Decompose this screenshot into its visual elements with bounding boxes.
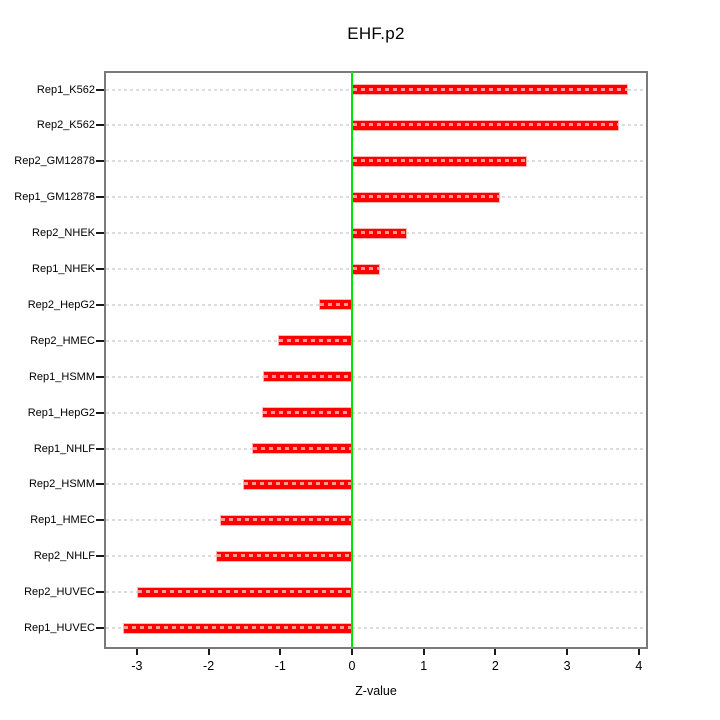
x-tick-label: 2	[491, 659, 499, 673]
y-axis-label: Rep1_HUVEC	[24, 622, 95, 634]
bar	[243, 478, 352, 490]
x-tick-label: 3	[563, 659, 571, 673]
y-axis-tick	[96, 555, 104, 558]
zero-reference-line	[351, 72, 353, 648]
bar-dash-pattern	[279, 338, 351, 342]
y-axis-tick	[96, 124, 104, 127]
x-tick-label: 1	[420, 659, 428, 673]
x-axis-tick	[351, 649, 353, 655]
bar	[352, 263, 380, 275]
x-tick-label: 4	[635, 659, 643, 673]
bar-dash-pattern	[353, 195, 499, 199]
bar	[352, 84, 629, 95]
x-axis-title: Z-value	[355, 684, 397, 698]
x-axis-tick	[207, 649, 210, 655]
y-axis-label: Rep2_HUVEC	[24, 586, 95, 599]
plot-area	[104, 71, 648, 649]
y-axis-label: Rep1_GM12878	[14, 191, 95, 204]
gridline	[106, 411, 646, 414]
x-tick-label: 0	[348, 659, 356, 673]
y-axis-label: Rep1_HSMM	[28, 370, 95, 383]
gridline	[106, 375, 646, 378]
y-axis-label: Rep1_NHEK	[32, 263, 95, 275]
y-axis-tick	[96, 411, 104, 414]
y-axis-label: Rep1_K562	[36, 83, 95, 96]
y-axis-tick	[96, 160, 104, 163]
y-axis-tick	[96, 627, 104, 629]
y-axis-tick	[96, 339, 104, 342]
x-tick-label: -1	[274, 659, 286, 673]
y-axis-tick	[96, 375, 104, 378]
bar-dash-pattern	[216, 554, 351, 558]
bar	[352, 191, 500, 203]
y-axis-label: Rep2_K562	[36, 119, 95, 132]
bar-dash-pattern	[264, 374, 351, 378]
y-axis-label: Rep1_NHLF	[33, 442, 95, 455]
bar-dash-pattern	[353, 231, 407, 235]
bar	[263, 371, 352, 383]
x-axis-tick	[135, 649, 138, 655]
bar	[136, 586, 352, 598]
x-axis-tick	[566, 649, 569, 655]
bar	[251, 443, 352, 454]
bar	[319, 299, 352, 311]
y-axis-tick	[96, 268, 104, 270]
bar	[352, 227, 408, 239]
y-axis-tick	[96, 232, 104, 235]
y-axis-tick	[96, 483, 104, 486]
bar-dash-pattern	[137, 590, 351, 594]
y-axis-tick	[96, 591, 104, 594]
bar-dash-pattern	[353, 87, 628, 91]
gridline	[106, 303, 646, 306]
x-axis-tick	[494, 649, 497, 655]
bar	[352, 119, 619, 131]
bar-dash-pattern	[353, 267, 379, 270]
bar	[220, 514, 352, 526]
x-axis-tick	[637, 649, 640, 655]
y-axis-tick	[96, 88, 104, 91]
x-axis-tick	[279, 649, 282, 655]
y-axis-label: Rep2_HSMM	[28, 478, 95, 491]
bar-dash-pattern	[124, 626, 351, 629]
y-axis-label: Rep2_NHLF	[33, 550, 95, 563]
gridline	[106, 339, 646, 342]
x-axis-tick	[422, 649, 425, 655]
y-axis-tick	[96, 196, 104, 199]
bar	[261, 407, 352, 419]
y-axis-label: Rep2_NHEK	[32, 227, 95, 240]
gridline	[106, 447, 646, 450]
bar-dash-pattern	[353, 159, 526, 163]
x-tick-label: -2	[203, 659, 215, 673]
bar	[123, 622, 352, 634]
y-axis-tick	[96, 303, 104, 306]
gridline	[106, 519, 646, 522]
y-axis-tick	[96, 519, 104, 522]
y-axis-label: Rep1_HMEC	[30, 514, 95, 527]
bar	[215, 550, 352, 562]
bar	[352, 155, 527, 167]
y-axis-tick	[96, 447, 104, 450]
gridline	[106, 591, 646, 594]
chart-title: EHF.p2	[347, 24, 405, 43]
bar-dash-pattern	[221, 518, 351, 522]
y-axis-label: Rep1_HepG2	[27, 406, 95, 419]
bar-dash-pattern	[353, 123, 618, 127]
bar-dash-pattern	[262, 410, 351, 414]
y-axis-label: Rep2_HepG2	[27, 298, 95, 311]
bar-dash-pattern	[320, 302, 351, 306]
y-axis-label: Rep2_GM12878	[14, 155, 95, 168]
gridline	[106, 555, 646, 558]
bar	[278, 335, 352, 347]
x-tick-label: -3	[131, 659, 143, 673]
gridline	[106, 483, 646, 486]
bar-dash-pattern	[244, 482, 351, 486]
bar-dash-pattern	[252, 446, 351, 450]
gridline	[106, 627, 646, 629]
y-axis-label: Rep2_HMEC	[30, 334, 95, 347]
